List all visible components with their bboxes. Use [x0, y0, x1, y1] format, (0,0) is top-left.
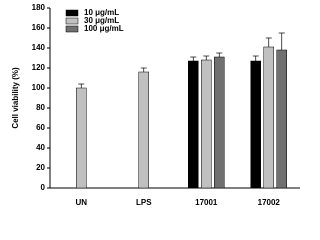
bar — [276, 49, 287, 189]
bar — [214, 56, 225, 189]
legend-label: 30 μg/mL — [84, 16, 119, 25]
y-tick-label: 0 — [41, 183, 46, 192]
legend-swatch — [65, 9, 79, 17]
y-tick-label: 160 — [32, 23, 46, 32]
y-axis-label: Cell viability (%) — [11, 67, 20, 129]
x-tick-label: UN — [75, 198, 87, 207]
y-tick-label: 140 — [32, 43, 46, 52]
legend-swatch — [65, 17, 79, 25]
bar — [250, 60, 261, 189]
x-tick-label: LPS — [136, 198, 152, 207]
legend-swatch — [65, 25, 79, 33]
y-tick-label: 80 — [36, 103, 45, 112]
legend-label: 100 μg/mL — [84, 24, 124, 33]
y-tick-label: 180 — [32, 3, 46, 12]
legend-label: 10 μg/mL — [84, 8, 119, 17]
y-tick-label: 60 — [36, 123, 45, 132]
bar — [188, 60, 199, 189]
chart: Cell viability (%) 0 20 40 60 80 100 120 140 160… — [11, 3, 300, 207]
y-tick-label: 120 — [32, 63, 46, 72]
bar — [201, 59, 212, 189]
y-tick-label: 20 — [36, 163, 45, 172]
x-tick-label: 17001 — [195, 198, 218, 207]
x-tick-label: 17002 — [258, 198, 281, 207]
y-tick-label: 100 — [32, 83, 46, 92]
y-tick-label: 40 — [36, 143, 45, 152]
bar — [138, 71, 149, 189]
bar — [76, 87, 87, 189]
bar — [263, 46, 274, 189]
